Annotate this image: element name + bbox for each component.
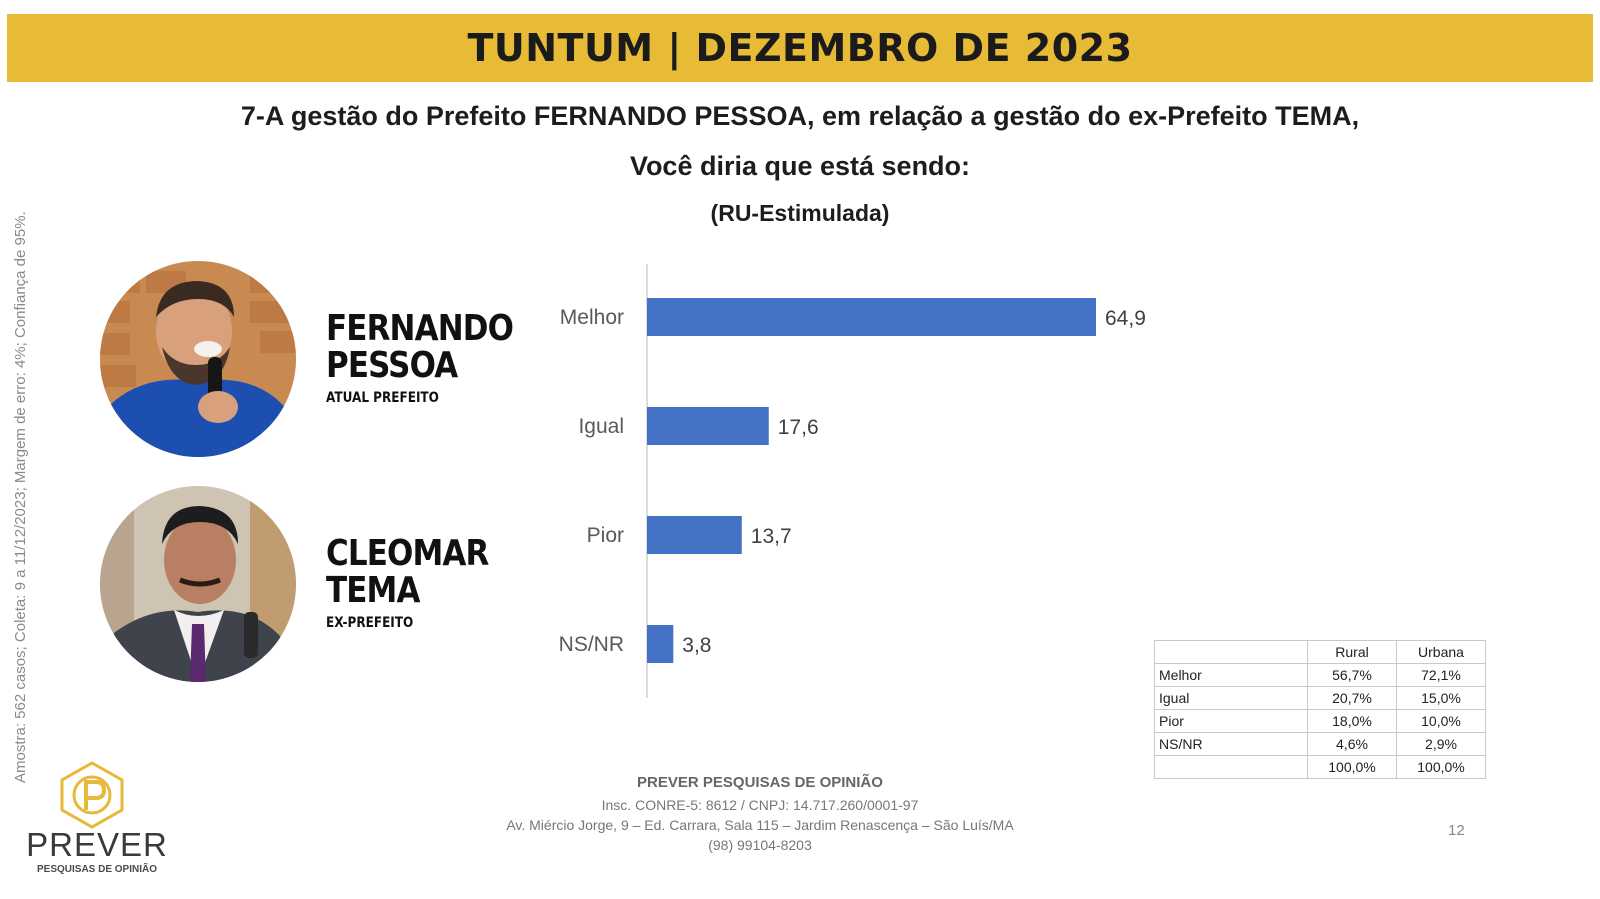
candidate-name-pessoa: FERNANDO PESSOA [326,308,514,386]
bar [647,298,1096,336]
table-cell: Igual [1154,686,1308,710]
prever-logo: PREVER PESQUISAS DE OPINIÃO [20,760,180,880]
table-cell: 56,7% [1307,663,1397,687]
question-type: (RU-Estimulada) [710,200,890,226]
bar [647,516,742,554]
bar [647,407,769,445]
table-cell: 2,9% [1396,732,1486,756]
footer-registration: Insc. CONRE-5: 8612 / CNPJ: 14.717.260/0… [601,797,919,813]
table-header-cell [1154,640,1308,664]
table-header-cell: Rural [1307,640,1397,664]
footer: PREVER PESQUISAS DE OPINIÃO Insc. CONRE-… [430,774,1090,855]
table-cell: 18,0% [1307,709,1397,733]
table-row: NS/NR 4,6% 2,9% [1154,732,1486,756]
category-label: Pior [587,524,624,547]
table-row: Igual 20,7% 15,0% [1154,686,1486,710]
category-label: NS/NR [559,633,624,656]
rural-urban-table: Rural Urbana Melhor 56,7% 72,1% Igual 20… [1154,640,1486,779]
footer-company: PREVER PESQUISAS DE OPINIÃO [637,774,883,791]
header-banner: TUNTUM | DEZEMBRO DE 2023 [7,14,1593,82]
bar-chart: Melhor 64,9 Igual 17,6 Pior 13,7 NS/NR 3,8 [559,264,1146,698]
data-label: 64,9 [1105,307,1146,330]
logo-name: PREVER [26,826,168,863]
page-title: TUNTUM | DEZEMBRO DE 2023 [467,26,1133,70]
logo-subtitle: PESQUISAS DE OPINIÃO [36,864,158,875]
data-label: 3,8 [682,634,711,657]
bar [647,625,674,663]
table-cell: 100,0% [1396,755,1486,779]
table-cell: 100,0% [1307,755,1397,779]
data-label: 17,6 [778,416,819,439]
table-cell: 10,0% [1396,709,1486,733]
table-cell: 4,6% [1307,732,1397,756]
table-cell: NS/NR [1154,732,1308,756]
table-cell [1154,755,1308,779]
table-cell: 15,0% [1396,686,1486,710]
table-row: Pior 18,0% 10,0% [1154,709,1486,733]
page-number: 12 [1448,822,1465,839]
data-label: 13,7 [751,525,792,548]
candidate-photo-pessoa [100,261,296,457]
question-subtext: Você diria que está sendo: [629,151,971,181]
table-total-row: 100,0% 100,0% [1154,755,1486,779]
footer-phone: (98) 99104-8203 [708,837,812,853]
table-cell: Pior [1154,709,1308,733]
table-cell: 72,1% [1396,663,1486,687]
candidate-photo-tema [100,486,296,682]
table-cell: Melhor [1154,663,1308,687]
category-label: Melhor [560,306,624,329]
methodology-note: Amostra: 562 casos; Coleta: 9 a 11/12/20… [12,211,29,783]
table-header-row: Rural Urbana [1154,640,1486,664]
prever-logo-icon [60,761,124,829]
table-cell: 20,7% [1307,686,1397,710]
footer-address: Av. Miércio Jorge, 9 – Ed. Carrara, Sala… [506,817,1014,833]
category-label: Igual [578,415,624,438]
question-text: 7-A gestão do Prefeito FERNANDO PESSOA, … [240,101,1360,131]
candidate-role-pessoa: ATUAL PREFEITO [326,390,439,406]
table-row: Melhor 56,7% 72,1% [1154,663,1486,687]
candidate-name-tema: CLEOMAR TEMA [326,533,489,611]
table-header-cell: Urbana [1396,640,1486,664]
candidate-role-tema: EX-PREFEITO [326,615,414,631]
